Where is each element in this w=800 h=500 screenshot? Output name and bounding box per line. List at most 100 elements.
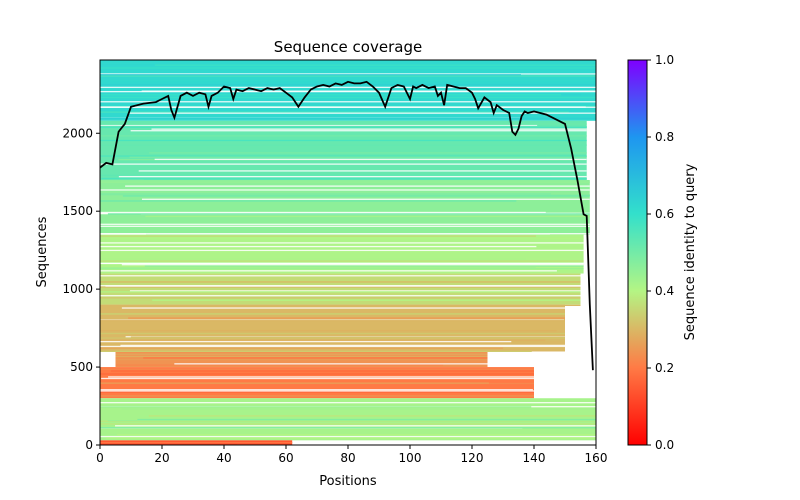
coverage-stripe — [100, 101, 596, 103]
coverage-stripe — [144, 265, 584, 267]
coverage-stripe — [115, 358, 488, 361]
coverage-stripe — [107, 419, 596, 422]
coverage-line — [100, 80, 594, 371]
coverage-stripe — [100, 155, 587, 157]
coverage-stripe — [101, 377, 535, 380]
coverage-stripe — [100, 406, 532, 408]
coverage-stripe — [137, 418, 596, 421]
coverage-stripe — [100, 427, 596, 429]
coverage-stripe — [100, 329, 557, 332]
colorbar-tick-label: 0.8 — [655, 130, 674, 144]
coverage-stripe — [100, 84, 596, 86]
coverage-stripe — [100, 96, 596, 99]
coverage-stripe — [100, 297, 581, 299]
coverage-stripe — [129, 290, 581, 292]
coverage-stripe — [138, 170, 587, 172]
coverage-stripe — [100, 350, 532, 352]
coverage-stripe — [100, 275, 581, 277]
x-tick-label: 120 — [461, 451, 484, 465]
coverage-stripe — [107, 213, 590, 215]
coverage-stripe — [100, 262, 584, 265]
plot-area — [100, 60, 596, 445]
coverage-stripe — [154, 158, 587, 161]
coverage-stripe — [100, 382, 489, 384]
coverage-stripe — [122, 123, 587, 125]
y-axis: 0 500 1000 1500 2000 — [62, 126, 100, 452]
coverage-stripe — [100, 281, 581, 283]
colorbar-tick-label: 1.0 — [655, 53, 674, 67]
coverage-stripe — [100, 291, 581, 293]
coverage-stripe — [100, 245, 537, 248]
coverage-stripe — [143, 357, 488, 359]
coverage-stripe — [100, 125, 587, 128]
coverage-stripe — [149, 152, 587, 154]
colorbar-tick-label: 0.0 — [655, 438, 674, 452]
coverage-stripe — [100, 223, 590, 225]
coverage-stripe — [100, 200, 517, 202]
coverage-stripe — [100, 117, 596, 120]
coverage-stripe — [122, 195, 590, 197]
coverage-band-5 — [100, 304, 565, 352]
coverage-stripe — [141, 90, 596, 92]
coverage-stripe — [115, 353, 488, 355]
coverage-stripe — [121, 307, 565, 309]
coverage-stripe — [100, 267, 536, 269]
y-tick-label: 1500 — [62, 204, 93, 218]
coverage-stripe — [100, 86, 596, 89]
coverage-stripe — [100, 135, 587, 137]
coverage-stripe — [100, 189, 590, 191]
coverage-stripe — [100, 395, 534, 397]
coverage-stripe — [148, 415, 596, 417]
coverage-stripe — [152, 299, 581, 301]
x-tick-label: 80 — [340, 451, 355, 465]
colorbar-label: Sequence identity to query — [683, 163, 698, 340]
coverage-stripe — [100, 332, 566, 335]
coverage-stripe — [100, 402, 596, 404]
coverage-stripe — [100, 339, 546, 342]
coverage-stripe — [100, 390, 534, 392]
coverage-stripe — [121, 408, 596, 410]
coverage-band-3 — [100, 234, 584, 274]
coverage-stripe — [100, 320, 565, 322]
coverage-stripe — [130, 130, 587, 132]
x-tick-label: 0 — [96, 451, 104, 465]
coverage-stripe — [100, 74, 521, 76]
coverage-stripe — [100, 232, 590, 235]
coverage-stripe — [100, 235, 536, 237]
coverage-stripe — [100, 225, 590, 227]
coverage-stripe — [100, 111, 569, 113]
x-axis: 0 20 40 60 80 100 120 140 160 — [96, 445, 607, 465]
coverage-stripe — [129, 156, 587, 158]
coverage-stripe — [151, 128, 587, 130]
coverage-stripe — [120, 344, 566, 347]
coverage-stripe — [128, 317, 565, 319]
coverage-stripe — [100, 285, 581, 287]
coverage-stripe — [100, 174, 552, 177]
coverage-stripe — [130, 336, 565, 338]
coverage-stripe — [100, 389, 533, 391]
coverage-stripe — [100, 144, 587, 146]
coverage-stripe — [100, 368, 534, 370]
coverage-stripe — [141, 198, 590, 200]
y-tick-label: 0 — [85, 438, 93, 452]
coverage-stripe — [100, 237, 584, 239]
coverage-stripe — [110, 79, 596, 82]
coverage-stripe — [174, 363, 488, 365]
coverage-stripe — [127, 112, 596, 114]
coverage-stripe — [100, 211, 546, 214]
coverage-stripe — [100, 391, 534, 393]
colorbar-tick-label: 0.6 — [655, 207, 674, 221]
coverage-stripe — [115, 425, 596, 427]
coverage-stripe — [143, 178, 587, 180]
y-tick-label: 1000 — [62, 282, 93, 296]
colorbar — [627, 59, 648, 446]
coverage-stripe — [100, 340, 512, 343]
coverage-stripe — [100, 435, 596, 438]
coverage-stripe — [100, 345, 565, 348]
coverage-stripe — [100, 270, 557, 272]
colorbar-axis: 0.0 0.2 0.4 0.6 0.8 1.0 — [647, 53, 674, 452]
coverage-band-0 — [100, 60, 596, 121]
colorbar-tick-label: 0.2 — [655, 361, 674, 375]
coverage-stripe — [100, 212, 590, 214]
coverage-stripe — [154, 64, 596, 66]
